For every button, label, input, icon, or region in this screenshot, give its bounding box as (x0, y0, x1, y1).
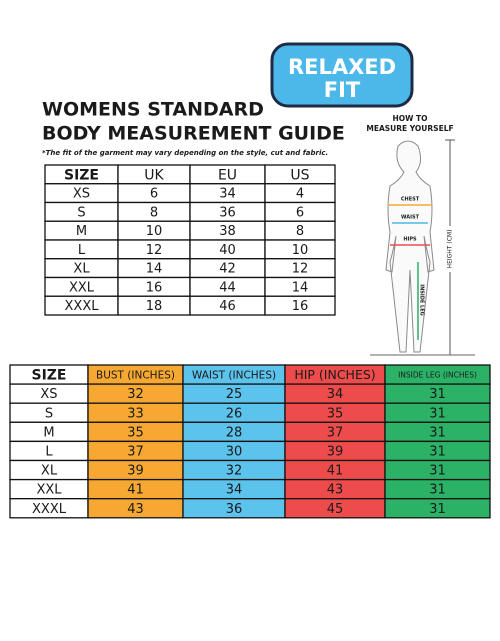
height-gap (447, 226, 453, 272)
table-text: 34 (226, 483, 243, 498)
table-text: 36 (219, 205, 236, 220)
table-text: 16 (146, 280, 163, 295)
figure-label: WAIST (401, 215, 420, 221)
table-text: 4 (296, 187, 304, 202)
table-text: 44 (219, 280, 236, 295)
table-text: XL (41, 464, 58, 479)
table-header: UK (144, 167, 164, 183)
table-text: XL (73, 262, 90, 277)
table-text: 12 (146, 243, 163, 258)
table-header: WAIST (INCHES) (192, 370, 276, 382)
table-text: 10 (146, 224, 163, 239)
table-text: 43 (127, 502, 144, 517)
table-text: 37 (327, 425, 344, 440)
table-text: 18 (146, 299, 163, 314)
table-text: 36 (226, 502, 243, 517)
table-cell (264, 295, 336, 316)
table-header: SIZE (31, 368, 66, 384)
table-text: S (77, 205, 85, 220)
table-text: 8 (296, 224, 304, 239)
table-header: US (290, 167, 309, 183)
table-header: SIZE (64, 167, 99, 183)
table-text: 42 (219, 262, 236, 277)
table-text: 35 (127, 425, 144, 440)
title: BODY MEASUREMENT GUIDE (42, 123, 345, 145)
table-text: 32 (127, 387, 144, 402)
table-text: 6 (150, 187, 158, 202)
table-text: 39 (327, 444, 344, 459)
badge (270, 42, 414, 108)
table-text: 28 (226, 425, 243, 440)
body-figure (385, 140, 435, 353)
table-text: 25 (226, 387, 243, 402)
table-text: XS (73, 187, 90, 202)
table-text: XXXL (32, 502, 67, 517)
table-header: BUST (INCHES) (96, 370, 175, 382)
table-text: M (43, 425, 54, 440)
table-text: M (76, 224, 87, 239)
table-text: 14 (146, 262, 163, 277)
table-text: 41 (327, 464, 344, 479)
table-text: 43 (327, 483, 344, 498)
table-text: 31 (429, 483, 446, 498)
table-text: 30 (226, 444, 243, 459)
table-cell (384, 498, 491, 519)
table-text: 31 (429, 444, 446, 459)
table-text: 32 (226, 464, 243, 479)
table-text: S (45, 406, 53, 421)
table-text: XXL (36, 483, 62, 498)
table-text: XXXL (65, 299, 100, 314)
table-header: EU (218, 167, 237, 183)
badge-text: FIT (324, 78, 361, 102)
note: *The fit of the garment may vary dependi… (42, 149, 328, 157)
table-text: 35 (327, 406, 344, 421)
table-text: 31 (429, 425, 446, 440)
table-text: XXL (69, 280, 95, 295)
table-text: 34 (327, 387, 344, 402)
badge-text: RELAXED (288, 55, 396, 79)
table-text: 31 (429, 406, 446, 421)
table-text: 10 (292, 243, 309, 258)
figure-label: HIPS (403, 237, 417, 243)
figure-label: CHEST (401, 197, 420, 203)
table-text: 33 (127, 406, 144, 421)
table-text: 40 (219, 243, 236, 258)
table-text: 45 (327, 502, 344, 517)
table-header: INSIDE LEG (INCHES) (398, 371, 477, 380)
figure-label: INSIDE LEG (419, 284, 425, 316)
table-text: 31 (429, 502, 446, 517)
table-text: 31 (429, 464, 446, 479)
table-text: 6 (296, 205, 304, 220)
table-text: 39 (127, 464, 144, 479)
table-text: 16 (292, 299, 309, 314)
table-text: 41 (127, 483, 144, 498)
table-text: 26 (226, 406, 243, 421)
figure-label: HEIGHT (CM) (447, 230, 454, 269)
title: WOMENS STANDARD (42, 99, 264, 121)
table-header: HIP (INCHES) (294, 367, 375, 382)
table-text: L (78, 243, 86, 258)
table-text: 14 (292, 280, 309, 295)
table-text: L (45, 444, 53, 459)
tables: SIZE UK EU US XS 6 34 4 S 8 36 6 M 10 38 8 L 12 40 10 XL 14 42… (9, 164, 491, 519)
table-text: 37 (127, 444, 144, 459)
table-text: 8 (150, 205, 158, 220)
table-text: 38 (219, 224, 236, 239)
figure-title: MEASURE YOURSELF (366, 124, 453, 133)
table-text: 46 (219, 299, 236, 314)
table-text: 12 (292, 262, 309, 277)
table-text: 34 (219, 187, 236, 202)
table-text: XS (40, 387, 57, 402)
figure-title: HOW TO (392, 114, 427, 123)
table-text: 31 (429, 387, 446, 402)
